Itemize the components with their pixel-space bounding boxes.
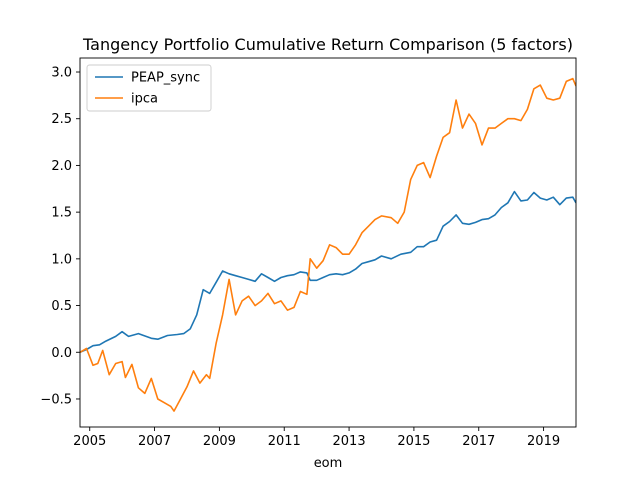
chart-title: Tangency Portfolio Cumulative Return Com… bbox=[82, 35, 573, 54]
x-tick-label: 2019 bbox=[527, 434, 560, 449]
series-line-peap-sync bbox=[80, 190, 576, 354]
x-tick-label: 2005 bbox=[73, 434, 106, 449]
y-tick-label: −0.5 bbox=[40, 392, 72, 407]
x-axis: 2005 2007 2009 2011 2013 2015 2017 2019 bbox=[73, 427, 560, 449]
y-tick-label: 2.0 bbox=[51, 159, 72, 174]
y-axis: −0.5 0.0 0.5 1.0 1.5 2.0 2.5 3.0 bbox=[40, 66, 80, 407]
y-tick-label: 1.0 bbox=[51, 252, 72, 267]
y-tick-label: 3.0 bbox=[51, 66, 72, 81]
y-tick-label: 0.5 bbox=[51, 299, 72, 314]
x-tick-label: 2009 bbox=[203, 434, 236, 449]
y-tick-label: 2.5 bbox=[51, 112, 72, 127]
plot-area bbox=[79, 57, 577, 428]
legend-label: PEAP_sync bbox=[131, 71, 200, 86]
x-axis-label: eom bbox=[314, 456, 343, 471]
y-tick-label: 1.5 bbox=[51, 206, 72, 221]
x-tick-label: 2015 bbox=[397, 434, 430, 449]
y-tick-label: 0.0 bbox=[51, 346, 72, 361]
series-line-ipca bbox=[80, 77, 576, 412]
x-tick-label: 2013 bbox=[333, 434, 366, 449]
x-tick-label: 2017 bbox=[462, 434, 495, 449]
axes-frame bbox=[79, 57, 577, 428]
x-tick-label: 2011 bbox=[268, 434, 301, 449]
x-tick-label: 2007 bbox=[138, 434, 171, 449]
legend-label: ipca bbox=[131, 92, 158, 107]
